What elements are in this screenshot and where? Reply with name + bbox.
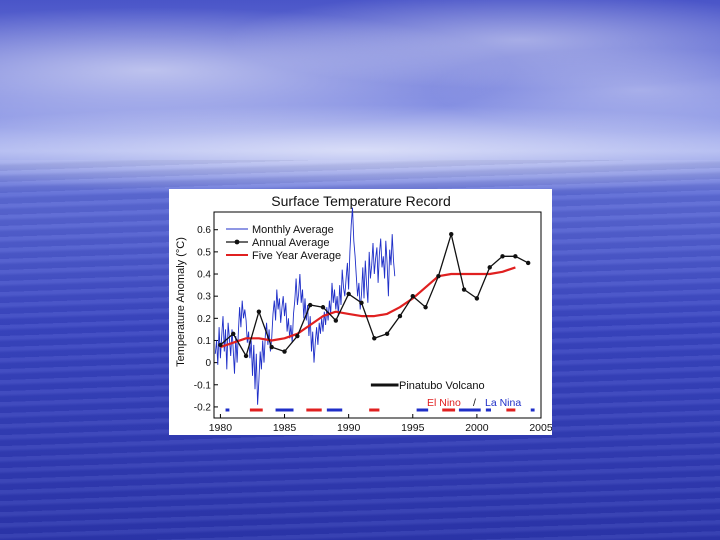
annual-average-point [397,313,403,319]
legend: Monthly Average Annual Average Five Year… [226,224,341,262]
annual-average-point [256,309,262,314]
legend-label-monthly: Monthly Average [252,224,334,236]
monthly-average-line [214,207,396,405]
annual-average-point [269,344,274,350]
x-tick-label: 2000 [465,422,489,434]
series-group [214,207,531,405]
x-tick-label: 2005 [529,422,552,434]
x-tick-label: 1995 [401,422,425,434]
x-tick-label: 1980 [209,422,233,434]
annual-average-point [474,296,480,301]
annual-average-point [243,353,249,359]
y-ticks: -0.2 -0.1 0 0.1 0.2 0.3 0.4 0.5 0.6 [194,225,218,413]
annual-average-point [525,260,531,266]
five-year-average-line [220,266,516,349]
pinatubo-label: Pinatubo Volcano [399,380,485,392]
y-axis-label: Temperature Anomaly (°C) [175,237,187,367]
y-tick-label: -0.1 [194,380,212,391]
annual-average-point [372,336,377,341]
x-tick-label: 1985 [273,422,297,434]
y-tick-label: 0.6 [197,225,211,236]
el-nino-label: El Nino [427,397,461,409]
legend-label-annual: Annual Average [252,237,329,249]
annual-average-point [500,254,505,259]
la-nina-label: La Nina [485,397,521,409]
annual-average-point [487,265,492,270]
annual-average-point [410,293,415,299]
annual-average-point [333,318,339,323]
plot-frame [213,211,542,419]
legend-swatch-annual-dot [234,239,240,245]
y-tick-label: 0.2 [197,314,211,325]
chart-card: Surface Temperature Record Temperature A… [169,189,553,435]
y-tick-label: 0 [205,358,211,369]
y-tick-label: 0.4 [197,270,211,281]
annual-average-point [295,333,300,339]
annual-average-point [461,287,467,292]
y-tick-label: 0.1 [197,336,211,347]
temperature-chart: Surface Temperature Record Temperature A… [175,193,553,434]
legend-label-five-year: Five Year Average [252,250,341,262]
annual-average-point [423,305,428,310]
annual-average-point [436,274,441,279]
annual-average-point [513,254,518,259]
x-tick-label: 1990 [337,422,361,434]
y-tick-label: -0.2 [194,402,212,413]
annual-average-point [449,231,454,237]
chart-title: Surface Temperature Record [271,193,451,209]
y-tick-label: 0.3 [197,292,211,303]
x-ticks: 1980 1985 1990 1995 2000 2005 [209,414,553,434]
annual-average-point [282,349,287,354]
annual-average-point [320,305,326,310]
y-tick-label: 0.5 [197,247,211,258]
enso-separator: / [473,397,476,409]
annual-average-point [359,300,364,306]
annual-average-point [346,291,351,297]
annual-average-point [384,331,390,337]
annual-average-point [307,302,313,308]
annual-average-point [218,342,223,348]
annual-average-point [231,331,236,337]
